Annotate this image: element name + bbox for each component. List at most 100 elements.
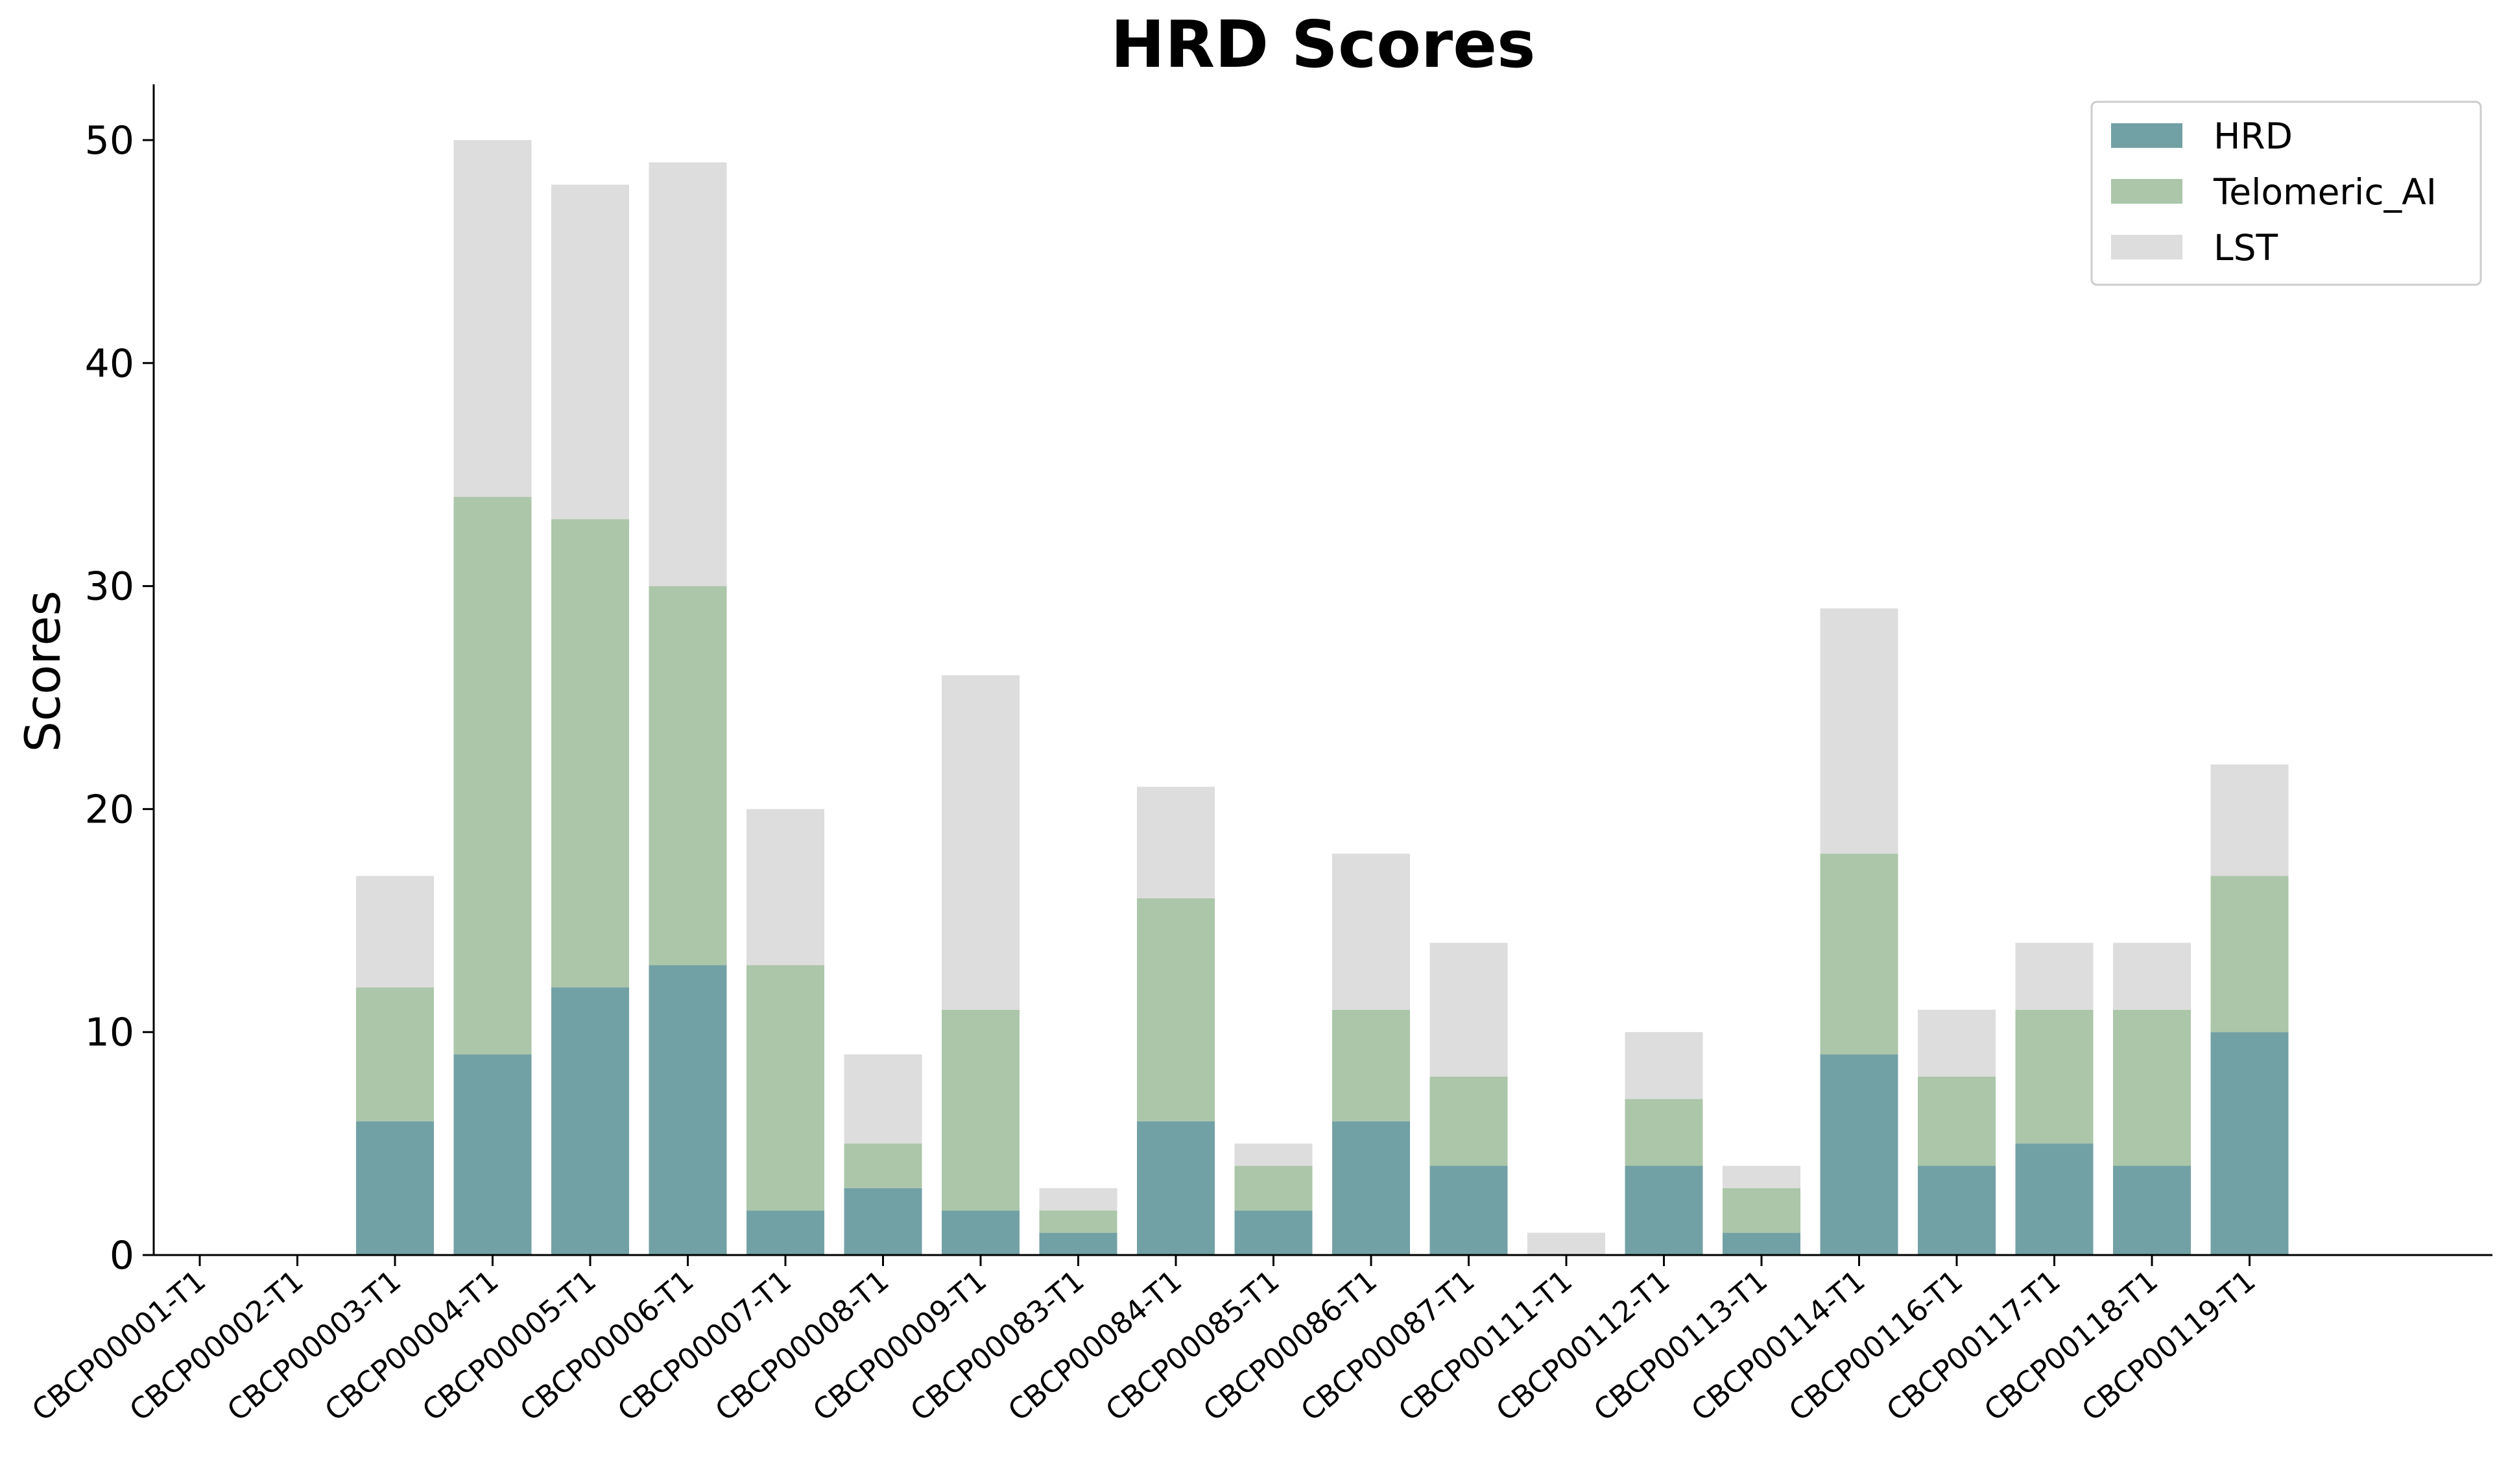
bar-telomeric-ai-cbcp00083-t1: [1039, 1210, 1117, 1233]
bar-hrd-cbcp00009-t1: [942, 1210, 1020, 1255]
y-tick-label: 10: [85, 1010, 134, 1055]
bar-hrd-cbcp00118-t1: [2113, 1166, 2191, 1255]
bar-telomeric-ai-cbcp00119-t1: [2210, 876, 2289, 1033]
x-tick-label: CBCP00111-T1: [1392, 1263, 1579, 1428]
bar-hrd-cbcp00004-t1: [453, 1054, 532, 1255]
x-tick-label: CBCP00085-T1: [1099, 1263, 1286, 1428]
y-tick-label: 0: [110, 1233, 134, 1278]
y-ticks: 0 10 20 30 40 50: [85, 118, 154, 1278]
y-tick-label: 50: [85, 118, 134, 163]
x-tick-label: CBCP00083-T1: [904, 1263, 1091, 1428]
bar-lst-cbcp00003-t1: [356, 876, 434, 988]
bar-telomeric-ai-cbcp00118-t1: [2113, 1009, 2191, 1166]
legend-label: Telomeric_AI: [2213, 171, 2437, 213]
bar-telomeric-ai-cbcp00004-t1: [453, 497, 532, 1055]
x-tick-label: CBCP00086-T1: [1197, 1263, 1383, 1428]
x-tick-label: CBCP00006-T1: [514, 1263, 700, 1428]
x-tick-label: CBCP00087-T1: [1295, 1263, 1481, 1428]
bar-lst-cbcp00083-t1: [1039, 1188, 1117, 1211]
bar-lst-cbcp00119-t1: [2210, 764, 2289, 876]
x-tick-label: CBCP00004-T1: [318, 1263, 505, 1428]
chart-title: HRD Scores: [1110, 6, 1535, 82]
y-tick-label: 40: [85, 341, 134, 387]
bar-lst-cbcp00087-t1: [1429, 942, 1508, 1077]
legend-label: HRD: [2214, 115, 2293, 157]
x-tick-label: CBCP00008-T1: [709, 1263, 896, 1428]
bar-hrd-cbcp00112-t1: [1625, 1166, 1703, 1255]
x-tick-label: CBCP00118-T1: [1977, 1263, 2164, 1428]
bar-telomeric-ai-cbcp00009-t1: [942, 1009, 1020, 1211]
x-tick-label: CBCP00116-T1: [1782, 1263, 1969, 1428]
y-axis-label: Scores: [14, 590, 71, 752]
bar-telomeric-ai-cbcp00003-t1: [356, 987, 434, 1121]
bar-telomeric-ai-cbcp00086-t1: [1332, 1009, 1410, 1121]
x-tick-label: CBCP00002-T1: [123, 1263, 310, 1428]
bar-hrd-cbcp00114-t1: [1820, 1054, 1898, 1255]
bar-telomeric-ai-cbcp00008-t1: [844, 1143, 922, 1188]
x-tick-label: CBCP00117-T1: [1880, 1263, 2067, 1428]
bar-hrd-cbcp00003-t1: [356, 1121, 434, 1255]
bar-hrd-cbcp00083-t1: [1039, 1232, 1117, 1255]
bar-lst-cbcp00008-t1: [844, 1054, 922, 1144]
x-tick-label: CBCP00001-T1: [25, 1263, 212, 1428]
legend-swatch: [2111, 123, 2182, 148]
bar-lst-cbcp00113-t1: [1723, 1166, 1800, 1188]
bar-telomeric-ai-cbcp00114-t1: [1820, 854, 1898, 1055]
bar-lst-cbcp00085-t1: [1234, 1143, 1313, 1166]
bar-hrd-cbcp00084-t1: [1137, 1121, 1215, 1255]
x-tick-label: CBCP00113-T1: [1587, 1263, 1774, 1428]
bar-telomeric-ai-cbcp00117-t1: [2015, 1009, 2094, 1144]
bar-telomeric-ai-cbcp00084-t1: [1137, 898, 1215, 1121]
bar-lst-cbcp00084-t1: [1137, 787, 1215, 898]
legend: HRD Telomeric_AI LST: [2090, 101, 2482, 286]
bar-lst-cbcp00004-t1: [453, 139, 532, 497]
x-tick-label: CBCP00007-T1: [611, 1263, 798, 1428]
bar-lst-cbcp00111-t1: [1527, 1232, 1605, 1255]
bar-hrd-cbcp00113-t1: [1723, 1232, 1800, 1255]
bar-telomeric-ai-cbcp00113-t1: [1723, 1188, 1800, 1233]
bar-lst-cbcp00005-t1: [551, 184, 629, 520]
bar-telomeric-ai-cbcp00006-t1: [649, 586, 727, 966]
x-tick-label: CBCP00003-T1: [221, 1263, 407, 1428]
legend-swatch: [2111, 179, 2182, 204]
bar-hrd-cbcp00005-t1: [551, 987, 629, 1255]
bar-telomeric-ai-cbcp00005-t1: [551, 519, 629, 988]
legend-label: LST: [2214, 227, 2278, 269]
bar-lst-cbcp00007-t1: [746, 809, 824, 966]
bar-hrd-cbcp00116-t1: [1918, 1166, 1996, 1255]
bar-telomeric-ai-cbcp00007-t1: [746, 965, 824, 1211]
bar-lst-cbcp00117-t1: [2015, 942, 2094, 1010]
x-tick-label: CBCP00114-T1: [1685, 1263, 1872, 1428]
bar-lst-cbcp00118-t1: [2113, 942, 2191, 1010]
bar-lst-cbcp00114-t1: [1820, 608, 1898, 854]
bar-telomeric-ai-cbcp00087-t1: [1429, 1076, 1508, 1166]
bar-telomeric-ai-cbcp00112-t1: [1625, 1099, 1703, 1166]
bar-hrd-cbcp00008-t1: [844, 1188, 922, 1255]
bar-lst-cbcp00116-t1: [1918, 1009, 1996, 1077]
x-tick-label: CBCP00084-T1: [1001, 1263, 1188, 1428]
y-tick-label: 30: [85, 564, 134, 610]
bar-hrd-cbcp00085-t1: [1234, 1210, 1313, 1255]
bar-hrd-cbcp00087-t1: [1429, 1166, 1508, 1255]
x-tick-label: CBCP00119-T1: [2075, 1263, 2262, 1428]
bar-lst-cbcp00086-t1: [1332, 854, 1410, 1010]
bar-hrd-cbcp00086-t1: [1332, 1121, 1410, 1255]
x-tick-label: CBCP00009-T1: [806, 1263, 993, 1428]
x-tick-label: CBCP00005-T1: [416, 1263, 603, 1428]
x-ticks: CBCP00001-T1CBCP00002-T1CBCP00003-T1CBCP…: [25, 1255, 2262, 1428]
bar-hrd-cbcp00119-t1: [2210, 1032, 2289, 1255]
bars-layer: [356, 139, 2289, 1255]
bar-hrd-cbcp00117-t1: [2015, 1143, 2094, 1255]
y-tick-label: 20: [85, 787, 134, 832]
bar-telomeric-ai-cbcp00116-t1: [1918, 1076, 1996, 1166]
legend-box: [2090, 101, 2482, 286]
x-tick-label: CBCP00112-T1: [1490, 1263, 1677, 1428]
bar-lst-cbcp00006-t1: [649, 162, 727, 586]
bar-telomeric-ai-cbcp00085-t1: [1234, 1166, 1313, 1211]
legend-swatch: [2111, 235, 2182, 259]
bar-lst-cbcp00009-t1: [942, 675, 1020, 1010]
bar-hrd-cbcp00007-t1: [746, 1210, 824, 1255]
bar-hrd-cbcp00006-t1: [649, 965, 727, 1255]
bar-lst-cbcp00112-t1: [1625, 1032, 1703, 1099]
